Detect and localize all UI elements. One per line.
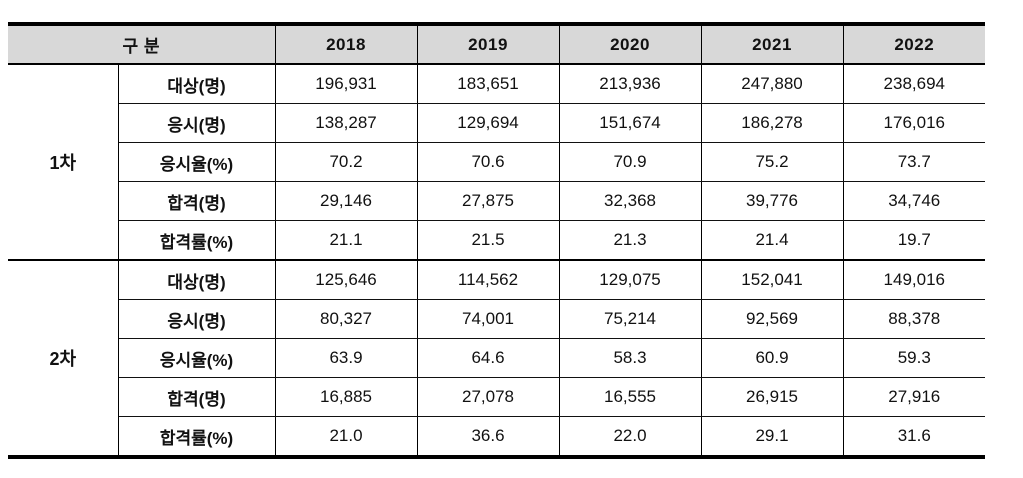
cell-value: 114,562 [417,260,560,300]
cell-value: 183,651 [417,64,560,104]
cell-value: 149,016 [843,260,986,300]
cell-value: 31.6 [843,416,986,458]
cell-value: 152,041 [701,260,844,300]
cell-value: 70.2 [275,142,418,182]
cell-value: 26,915 [701,377,844,417]
header-year-2018: 2018 [275,24,418,65]
header-row: 구 분 2018 2019 2020 2021 2022 [8,24,986,65]
section-label-round-1: 1차 [8,64,119,261]
table-row: 합격(명) 16,885 27,078 16,555 26,915 27,916 [8,377,986,417]
cell-value: 70.6 [417,142,560,182]
cell-value: 27,916 [843,377,986,417]
table-row: 합격(명) 29,146 27,875 32,368 39,776 34,746 [8,181,986,221]
cell-value: 64.6 [417,338,560,378]
header-year-2020: 2020 [559,24,702,65]
row-label: 대상(명) [118,260,276,300]
cell-value: 88,378 [843,299,986,339]
cell-value: 129,694 [417,103,560,143]
cell-value: 16,555 [559,377,702,417]
header-year-2019: 2019 [417,24,560,65]
header-year-2022: 2022 [843,24,986,65]
row-label: 응시율(%) [118,338,276,378]
row-label: 합격(명) [118,181,276,221]
cell-value: 16,885 [275,377,418,417]
cell-value: 19.7 [843,220,986,261]
table-row: 응시율(%) 70.2 70.6 70.9 75.2 73.7 [8,142,986,182]
cell-value: 34,746 [843,181,986,221]
cell-value: 22.0 [559,416,702,458]
cell-value: 75.2 [701,142,844,182]
cell-value: 125,646 [275,260,418,300]
cell-value: 63.9 [275,338,418,378]
cell-value: 247,880 [701,64,844,104]
cell-value: 36.6 [417,416,560,458]
row-label: 합격(명) [118,377,276,417]
cell-value: 32,368 [559,181,702,221]
header-group-label: 구 분 [8,24,276,65]
exam-statistics-table-container: 구 분 2018 2019 2020 2021 2022 1차 대상(명) 19… [8,22,986,459]
cell-value: 138,287 [275,103,418,143]
section-round-1: 1차 대상(명) 196,931 183,651 213,936 247,880… [8,64,986,261]
cell-value: 58.3 [559,338,702,378]
row-label: 합격률(%) [118,416,276,458]
cell-value: 75,214 [559,299,702,339]
row-label: 응시(명) [118,103,276,143]
cell-value: 70.9 [559,142,702,182]
row-label: 대상(명) [118,64,276,104]
cell-value: 39,776 [701,181,844,221]
cell-value: 27,078 [417,377,560,417]
section-round-2: 2차 대상(명) 125,646 114,562 129,075 152,041… [8,260,986,458]
cell-value: 21.3 [559,220,702,261]
table-row: 응시(명) 138,287 129,694 151,674 186,278 17… [8,103,986,143]
cell-value: 21.4 [701,220,844,261]
cell-value: 74,001 [417,299,560,339]
header-year-2021: 2021 [701,24,844,65]
cell-value: 186,278 [701,103,844,143]
table-row: 1차 대상(명) 196,931 183,651 213,936 247,880… [8,64,986,261]
cell-value: 29,146 [275,181,418,221]
cell-value: 92,569 [701,299,844,339]
row-label: 응시율(%) [118,142,276,182]
table-row: 2차 대상(명) 125,646 114,562 129,075 152,041… [8,260,986,458]
table-row: 응시(명) 80,327 74,001 75,214 92,569 88,378 [8,299,986,339]
cell-value: 80,327 [275,299,418,339]
row-label: 응시(명) [118,299,276,339]
exam-statistics-table: 구 분 2018 2019 2020 2021 2022 1차 대상(명) 19… [8,22,986,459]
cell-value: 21.0 [275,416,418,458]
cell-value: 59.3 [843,338,986,378]
cell-value: 21.5 [417,220,560,261]
cell-value: 151,674 [559,103,702,143]
cell-value: 27,875 [417,181,560,221]
cell-value: 21.1 [275,220,418,261]
cell-value: 129,075 [559,260,702,300]
cell-value: 73.7 [843,142,986,182]
cell-value: 238,694 [843,64,986,104]
table-row: 응시율(%) 63.9 64.6 58.3 60.9 59.3 [8,338,986,378]
table-row: 합격률(%) 21.0 36.6 22.0 29.1 31.6 [8,416,986,458]
cell-value: 60.9 [701,338,844,378]
row-label: 합격률(%) [118,220,276,261]
table-row: 합격률(%) 21.1 21.5 21.3 21.4 19.7 [8,220,986,261]
cell-value: 213,936 [559,64,702,104]
cell-value: 196,931 [275,64,418,104]
cell-value: 29.1 [701,416,844,458]
section-label-round-2: 2차 [8,260,119,458]
cell-value: 176,016 [843,103,986,143]
